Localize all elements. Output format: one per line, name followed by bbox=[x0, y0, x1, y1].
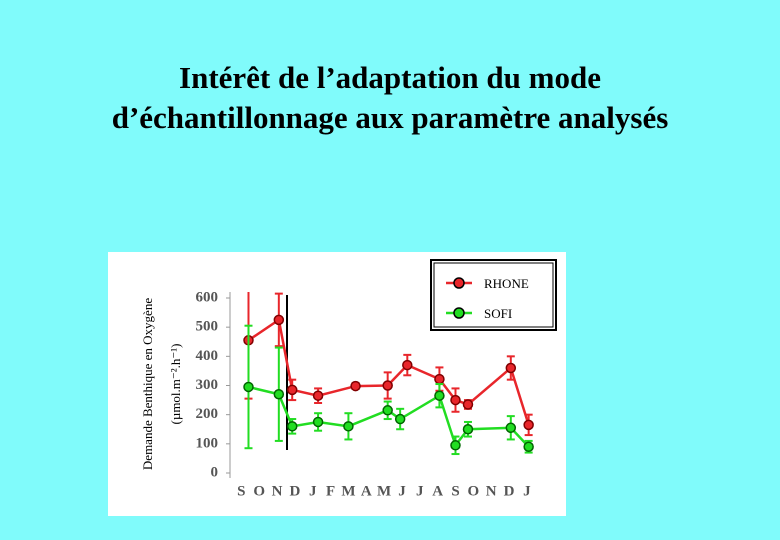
title-line: Intérêt de l’adaptation du mode bbox=[179, 60, 601, 95]
y-tick-label: 100 bbox=[196, 435, 219, 451]
y-axis-unit: (µmol.m⁻².h⁻¹) bbox=[168, 343, 183, 424]
data-point bbox=[382, 405, 393, 416]
y-tick-label: 300 bbox=[196, 377, 219, 393]
title-line: d’échantillonnage aux paramètre analysés bbox=[112, 100, 669, 135]
x-tick-label: S bbox=[237, 483, 245, 499]
x-tick-label: N bbox=[272, 483, 283, 499]
data-point bbox=[312, 416, 324, 428]
y-tick-label: 600 bbox=[196, 289, 219, 305]
legend-marker bbox=[453, 307, 465, 319]
data-point bbox=[450, 440, 461, 451]
x-tick-label: M bbox=[341, 483, 355, 499]
x-tick-label: J bbox=[398, 483, 406, 499]
data-point bbox=[343, 421, 354, 432]
x-tick-label: J bbox=[416, 483, 424, 499]
series-line bbox=[248, 385, 530, 448]
data-point bbox=[462, 399, 474, 410]
x-tick-label: D bbox=[289, 483, 300, 499]
data-point bbox=[394, 413, 406, 425]
data-point bbox=[286, 384, 298, 396]
legend-label: SOFI bbox=[484, 306, 512, 321]
x-tick-label: J bbox=[523, 483, 531, 499]
legend-inner bbox=[433, 262, 554, 328]
data-point bbox=[402, 359, 413, 371]
x-tick-label: S bbox=[451, 483, 459, 499]
data-point bbox=[350, 380, 361, 392]
data-point bbox=[434, 390, 445, 401]
data-point bbox=[434, 373, 445, 385]
legend-label: RHONE bbox=[484, 276, 529, 291]
x-tick-label: J bbox=[309, 483, 317, 499]
legend bbox=[430, 259, 557, 331]
x-tick-label: M bbox=[377, 483, 391, 499]
x-tick-label: F bbox=[326, 483, 335, 499]
x-tick-label: N bbox=[486, 483, 497, 499]
series-line bbox=[247, 317, 530, 426]
plot bbox=[243, 292, 534, 456]
data-point bbox=[523, 419, 534, 431]
x-tick-label: A bbox=[432, 483, 443, 499]
x-tick-label: O bbox=[253, 483, 265, 499]
data-point bbox=[505, 362, 517, 374]
x-tick-label: D bbox=[504, 483, 515, 499]
y-axis-title: Demande Benthique en Oxygène bbox=[140, 298, 155, 470]
x-tick-label: O bbox=[467, 483, 479, 499]
data-point bbox=[505, 422, 517, 434]
data-point bbox=[462, 424, 474, 435]
y-tick-label: 500 bbox=[196, 319, 219, 335]
data-point bbox=[286, 421, 298, 432]
y-tick-label: 200 bbox=[196, 406, 219, 422]
legend-marker bbox=[453, 277, 465, 289]
data-point bbox=[243, 381, 254, 393]
data-point bbox=[523, 441, 534, 452]
data-point bbox=[312, 390, 324, 401]
data-point bbox=[273, 314, 285, 326]
data-point bbox=[450, 394, 461, 406]
x-tick-label: A bbox=[361, 483, 372, 499]
y-tick-label: 0 bbox=[211, 464, 219, 480]
data-point bbox=[382, 380, 393, 391]
y-tick-label: 400 bbox=[196, 348, 219, 364]
data-point bbox=[273, 389, 285, 400]
